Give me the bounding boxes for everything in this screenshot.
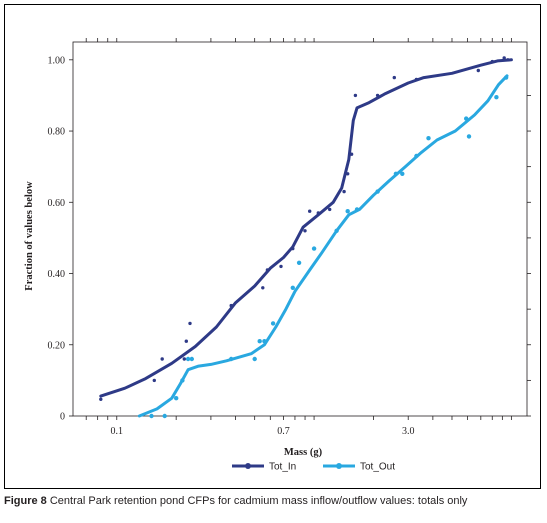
axes: 0 0.20 0.40 0.60 0.80 1.00 0.1 0.7 3.0 (48, 38, 531, 437)
data-point-Tot_In-3 (182, 357, 186, 361)
x-tick-label-0: 0.1 (111, 426, 124, 437)
series-line-Tot_Out (137, 74, 509, 418)
data-point-Tot_In-5 (188, 321, 192, 326)
data-point-Tot_Out-3 (180, 378, 185, 383)
data-point-Tot_In-10 (291, 246, 295, 251)
data-point-Tot_Out-8 (257, 339, 262, 344)
series-layer (99, 56, 513, 419)
series-line-Tot_In (99, 58, 513, 398)
legend-marker-Tot_Out (336, 463, 342, 469)
data-point-Tot_In-4 (184, 339, 188, 343)
data-point-Tot_Out-20 (414, 153, 419, 159)
data-point-Tot_Out-14 (334, 228, 339, 233)
data-point-Tot_In-21 (414, 77, 419, 82)
y-tick-label-1: 0.20 (48, 340, 66, 351)
legend: Tot_In Tot_Out (232, 462, 395, 473)
data-point-Tot_In-17 (349, 152, 354, 156)
y-tick-label-0: 0 (60, 412, 65, 423)
plot-border (72, 41, 528, 417)
data-point-Tot_Out-1 (162, 413, 167, 419)
data-point-Tot_In-8 (265, 268, 270, 272)
data-point-Tot_In-16 (346, 172, 350, 176)
data-point-Tot_Out-7 (252, 356, 257, 362)
data-point-Tot_Out-4 (185, 356, 191, 362)
x-axis-title: Mass (g) (284, 447, 323, 458)
figure-caption-label: Figure 8 (4, 495, 47, 507)
legend-marker-Tot_In (245, 463, 251, 469)
data-point-Tot_In-22 (476, 68, 480, 73)
y-tick-label-5: 1.00 (48, 55, 66, 66)
x-tick-label-2: 3.0 (402, 426, 415, 437)
data-point-Tot_Out-12 (296, 260, 302, 265)
data-point-Tot_In-23 (490, 59, 494, 64)
data-point-Tot_In-14 (328, 207, 332, 212)
data-point-Tot_Out-18 (393, 171, 399, 176)
data-point-Tot_Out-5 (189, 356, 194, 362)
legend-label-Tot_In: Tot_In (269, 462, 296, 473)
data-point-Tot_Out-16 (354, 207, 360, 212)
data-point-Tot_Out-13 (311, 246, 317, 251)
y-tick-label-2: 0.40 (48, 269, 66, 280)
data-point-Tot_In-19 (375, 93, 380, 98)
y-tick-label-3: 0.60 (48, 198, 66, 209)
data-point-Tot_In-18 (353, 93, 358, 98)
data-point-Tot_Out-25 (503, 75, 509, 80)
data-point-Tot_In-1 (152, 378, 156, 383)
data-point-Tot_In-12 (308, 209, 312, 213)
data-point-Tot_Out-19 (400, 171, 405, 176)
data-point-Tot_Out-2 (174, 396, 179, 401)
data-point-Tot_Out-17 (375, 189, 380, 194)
x-tick-label-1: 0.7 (277, 426, 290, 437)
data-point-Tot_Out-11 (290, 285, 295, 290)
data-point-Tot_Out-15 (345, 209, 350, 214)
legend-label-Tot_Out: Tot_Out (360, 462, 395, 473)
data-point-Tot_In-20 (392, 75, 396, 80)
figure-caption-text: Central Park retention pond CFPs for cad… (49, 495, 468, 507)
data-point-Tot_In-24 (502, 56, 506, 60)
data-point-Tot_In-9 (279, 264, 283, 269)
chart: 00.200.400.600.801.000.1 0.7 3.0 Mass (g) … (24, 38, 531, 473)
y-tick-label-4: 0.80 (48, 127, 66, 138)
data-point-Tot_In-25 (506, 58, 510, 62)
data-point-Tot_Out-9 (262, 339, 267, 344)
data-point-Tot_Out-6 (229, 356, 234, 362)
data-point-Tot_In-0 (99, 397, 103, 401)
data-point-Tot_In-6 (229, 303, 233, 308)
data-point-Tot_In-15 (342, 189, 346, 194)
data-point-Tot_Out-23 (464, 116, 469, 121)
data-point-Tot_Out-10 (270, 321, 276, 326)
data-point-Tot_Out-0 (149, 413, 154, 419)
data-point-Tot_In-11 (303, 229, 307, 233)
data-point-Tot_Out-21 (426, 136, 431, 141)
data-point-Tot_In-13 (316, 211, 320, 215)
data-point-Tot_In-7 (261, 286, 265, 290)
figure-caption: Figure 8 Central Park retention pond CFP… (4, 495, 541, 507)
chart-frame (4, 4, 541, 489)
data-point-Tot_In-2 (160, 357, 164, 361)
y-axis-title: Fraction of values below (24, 181, 35, 291)
data-point-Tot_Out-24 (494, 95, 499, 100)
data-point-Tot_Out-22 (466, 134, 472, 139)
